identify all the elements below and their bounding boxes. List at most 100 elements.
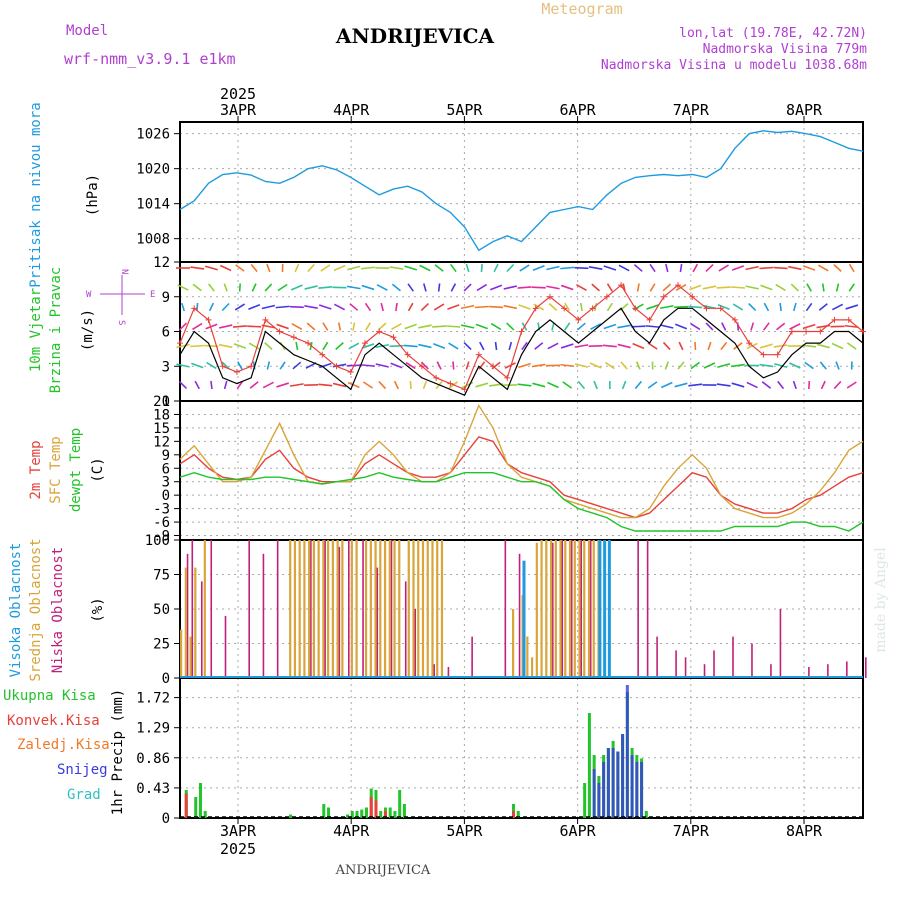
wind-barb xyxy=(192,322,203,331)
cloud-bar-1 xyxy=(426,540,429,678)
precip-bar-0 xyxy=(364,807,368,818)
wind-barb xyxy=(792,302,797,312)
wind-barb xyxy=(364,302,372,312)
wind-barb xyxy=(707,341,712,351)
wind-barb xyxy=(835,283,840,292)
cloud-bar-1 xyxy=(440,540,444,678)
cloud-bar-1 xyxy=(417,540,420,678)
precip-bar-2 xyxy=(621,734,625,818)
cloud-bar-1 xyxy=(184,567,187,678)
cloud-bar-1 xyxy=(312,540,316,678)
precip-bar-0 xyxy=(516,811,520,818)
wind-barb xyxy=(418,324,432,329)
legend-grad: Grad xyxy=(67,787,101,803)
wind-barb xyxy=(461,381,474,389)
gust-marker xyxy=(618,282,625,289)
wind-barb xyxy=(236,380,244,390)
gust-marker xyxy=(504,374,511,381)
cloud-bar-2 xyxy=(598,540,602,678)
cloud-bar-1 xyxy=(554,540,557,678)
wind-barb xyxy=(761,381,772,389)
wind-barb xyxy=(248,342,260,350)
wind-barb xyxy=(221,302,230,312)
gust-marker xyxy=(546,293,553,300)
precip-bar-0 xyxy=(644,811,648,818)
gust-marker xyxy=(803,328,810,335)
wind-barb xyxy=(237,361,243,370)
cloud-bar-0 xyxy=(200,581,203,678)
cloud-bar-0 xyxy=(276,540,279,678)
cloud-bar-0 xyxy=(324,540,326,678)
wind-barb xyxy=(433,343,446,349)
cloud-bar-1 xyxy=(327,540,330,678)
gust-marker xyxy=(589,305,596,312)
wind-barb xyxy=(674,305,689,309)
gust-marker xyxy=(845,316,852,323)
cloud-bar-1 xyxy=(194,567,197,678)
wind-barb xyxy=(449,263,457,273)
cloud-bar-0 xyxy=(703,664,706,678)
wind-barb xyxy=(318,286,333,289)
gust-marker xyxy=(660,293,667,300)
series-line-2-0 xyxy=(179,436,864,519)
gust-marker xyxy=(603,293,610,300)
wind-barb xyxy=(463,341,472,351)
cloud-bar-1 xyxy=(203,540,206,678)
temp-label-a: 2m Temp xyxy=(28,440,44,499)
ytick-label-0-3: 1026 xyxy=(136,127,170,143)
ytick-label-2-2: -3 xyxy=(153,502,170,518)
wind-barb xyxy=(547,342,559,350)
wind-barb xyxy=(688,383,703,387)
gust-marker xyxy=(860,328,866,335)
wind-barb xyxy=(750,322,755,331)
gust-marker xyxy=(177,340,183,347)
cloud-bar-0 xyxy=(751,643,753,678)
wind-barb xyxy=(564,302,571,312)
wind-barb xyxy=(602,344,617,348)
wind-barb xyxy=(476,283,488,292)
top-tick-label-5: 8APR xyxy=(786,101,823,119)
wind-barb xyxy=(590,323,602,330)
cloud-bar-0 xyxy=(262,553,265,678)
wind-barb xyxy=(264,283,273,292)
wind-barb xyxy=(361,284,375,291)
wind-barb xyxy=(494,341,498,351)
cloud-bar-2 xyxy=(607,540,611,678)
wind-barb xyxy=(730,286,745,289)
wind-barb xyxy=(835,361,840,370)
pressure-title: Pritisak na nivou mora xyxy=(28,102,44,287)
wind-barb xyxy=(560,284,574,291)
wind-barb xyxy=(551,322,555,331)
cloud-bar-0 xyxy=(248,540,251,678)
wind-barb xyxy=(275,305,290,309)
cloud-bar-0 xyxy=(376,567,379,678)
precip-bar-2 xyxy=(635,762,639,818)
wind-barb xyxy=(393,380,399,390)
wind-barb xyxy=(390,362,403,369)
wind-barb xyxy=(547,381,559,389)
plot-layers xyxy=(176,130,867,818)
wind-barb xyxy=(318,383,333,387)
wind-barb xyxy=(846,342,857,350)
legend-snijeg: Snijeg xyxy=(57,762,108,778)
wind-barb xyxy=(276,382,289,388)
wind-barb xyxy=(779,302,782,312)
cloud-bar-1 xyxy=(341,540,344,678)
wind-barb xyxy=(176,363,190,368)
gust-marker xyxy=(347,369,354,376)
top-tick-label-3: 6APR xyxy=(560,101,597,119)
wind-barb xyxy=(219,264,232,272)
wind-barb xyxy=(403,344,418,348)
gust-marker xyxy=(376,328,383,335)
wind-barb xyxy=(250,263,258,273)
precip-bar-0 xyxy=(398,790,402,818)
wind-barb xyxy=(318,304,332,310)
wind-barb xyxy=(721,322,727,331)
cloud-bar-1 xyxy=(573,540,576,678)
wind-barb xyxy=(831,303,844,311)
wind-barb xyxy=(674,382,688,388)
wind-barb xyxy=(264,342,273,350)
wind-barb xyxy=(334,303,346,311)
cloud-bar-1 xyxy=(578,540,581,678)
ytick-label-4-0: 0 xyxy=(162,811,170,827)
